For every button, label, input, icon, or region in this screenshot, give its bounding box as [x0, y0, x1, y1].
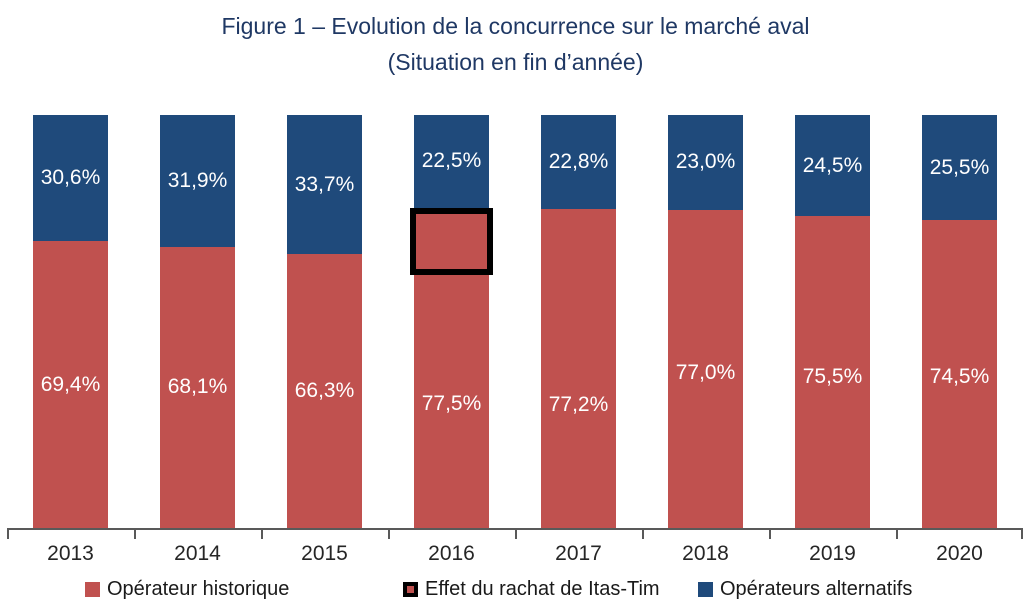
chart-title-line2: (Situation en fin d’année) — [387, 49, 644, 75]
bar-2013-operateurs-alternatifs-segment — [33, 115, 108, 242]
bar-2018-operateur-historique-value-label: 77,0% — [675, 360, 736, 384]
bar-2015-operateurs-alternatifs-segment — [287, 115, 362, 255]
bar-2020-operateurs-alternatifs-segment — [922, 115, 997, 221]
bar-2015-operateur-historique-segment — [287, 254, 362, 528]
x-axis-tick — [7, 529, 9, 539]
x-axis-label-2016: 2016 — [428, 542, 475, 565]
bar-2017-operateur-historique-segment — [541, 209, 616, 528]
bar-2014-operateurs-alternatifs-value-label: 31,9% — [167, 168, 228, 192]
bar-2020-operateur-historique-segment — [922, 220, 997, 528]
bar-2019-operateur-historique-value-label: 75,5% — [802, 365, 863, 389]
bar-2016-operateurs-alternatifs-value-label: 22,5% — [421, 149, 482, 173]
x-axis-label-2013: 2013 — [47, 542, 94, 565]
bar-2017-operateur-historique-value-label: 77,2% — [548, 392, 609, 416]
x-axis-label-2017: 2017 — [555, 542, 602, 565]
bar-2013-operateur-historique-segment — [33, 241, 108, 528]
bar-2020-operateurs-alternatifs-value-label: 25,5% — [929, 155, 990, 179]
legend-label-effet-du-rachat-de-itas-tim: Effet du rachat de Itas-Tim — [425, 577, 660, 600]
x-axis-tick — [388, 529, 390, 539]
x-axis-tick — [642, 529, 644, 539]
x-axis-label-2020: 2020 — [936, 542, 983, 565]
bar-2014-operateur-historique-segment — [160, 246, 235, 528]
bar-2014-operateur-historique-value-label: 68,1% — [167, 375, 228, 399]
bar-2014-operateurs-alternatifs-segment — [160, 115, 235, 247]
x-axis-label-2019: 2019 — [809, 542, 856, 565]
x-axis-tick — [769, 529, 771, 539]
x-axis-label-2014: 2014 — [174, 542, 221, 565]
chart-title-line1: Figure 1 – Evolution de la concurrence s… — [221, 13, 810, 39]
bar-2015-operateurs-alternatifs-value-label: 33,7% — [294, 172, 355, 196]
bar-2019-operateur-historique-segment — [795, 216, 870, 528]
bar-2013-operateur-historique-value-label: 69,4% — [40, 372, 101, 396]
bar-2016-operateurs-alternatifs-segment — [414, 115, 489, 208]
legend-swatch-effet-du-rachat-de-itas-tim — [403, 581, 418, 597]
chart-title: Figure 1 – Evolution de la concurrence s… — [0, 8, 1031, 80]
x-axis-tick — [261, 529, 263, 539]
bar-2017-operateurs-alternatifs-segment — [541, 115, 616, 210]
x-axis-tick — [134, 529, 136, 539]
legend-item-effet-du-rachat-de-itas-tim: Effet du rachat de Itas-Tim — [403, 576, 660, 602]
bar-2020-operateur-historique-value-label: 74,5% — [929, 365, 990, 389]
legend-swatch-operateurs-alternatifs — [698, 581, 713, 597]
bar-2016-operateur-historique-value-label: 77,5% — [421, 391, 482, 415]
bar-2018-operateurs-alternatifs-segment — [668, 115, 743, 210]
x-axis-tick — [896, 529, 898, 539]
x-axis-tick — [515, 529, 517, 539]
x-axis-tick — [1021, 529, 1023, 539]
x-axis-label-2018: 2018 — [682, 542, 729, 565]
bar-2019-operateurs-alternatifs-value-label: 24,5% — [802, 153, 863, 177]
bar-2016-operateur-historique-segment — [414, 207, 489, 528]
legend-item-operateur-historique: Opérateur historique — [85, 576, 289, 602]
legend: Opérateur historique Effet du rachat de I… — [0, 576, 1031, 602]
bar-2013-operateurs-alternatifs-value-label: 30,6% — [40, 166, 101, 190]
legend-swatch-operateur-historique — [85, 581, 100, 597]
x-axis-label-2015: 2015 — [301, 542, 348, 565]
bar-2019-operateurs-alternatifs-segment — [795, 115, 870, 217]
legend-label-operateur-historique: Opérateur historique — [107, 577, 290, 600]
bar-2018-operateurs-alternatifs-value-label: 23,0% — [675, 150, 736, 174]
bar-2018-operateur-historique-segment — [668, 209, 743, 528]
legend-item-operateurs-alternatifs: Opérateurs alternatifs — [698, 576, 912, 602]
annotation-box-effet-du-rachat-de-itas-tim — [410, 207, 493, 275]
bar-2015-operateur-historique-value-label: 66,3% — [294, 379, 355, 403]
legend-label-operateurs-alternatifs: Opérateurs alternatifs — [720, 577, 913, 600]
bar-2017-operateurs-alternatifs-value-label: 22,8% — [548, 150, 609, 174]
